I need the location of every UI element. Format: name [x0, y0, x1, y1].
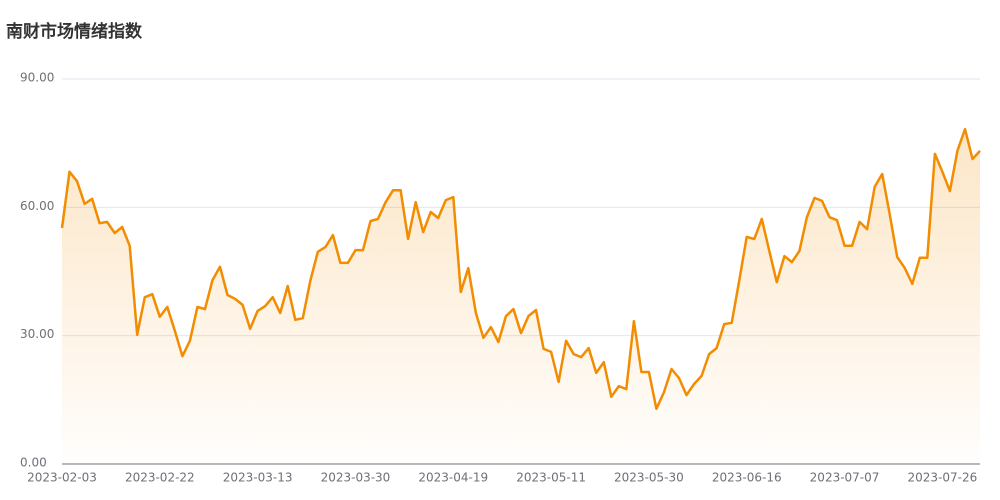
- x-tick-label: 2023-06-16: [712, 471, 782, 485]
- line: [60, 127, 981, 411]
- y-tick-label: 0.00: [20, 456, 47, 470]
- x-tick-label: 2023-02-22: [125, 471, 195, 485]
- area: [62, 129, 980, 464]
- x-tick-label: 2023-05-11: [516, 471, 586, 485]
- y-tick-label: 90.00: [20, 71, 54, 85]
- x-tick-label: 2023-05-30: [614, 471, 684, 485]
- chart-title: 南财市场情绪指数: [6, 21, 143, 42]
- x-tick-label: 2023-07-07: [810, 471, 880, 485]
- x-tick-label: 2023-07-26: [908, 471, 978, 485]
- y-tick-label: 60.00: [20, 199, 54, 213]
- x-tick-label: 2023-04-19: [418, 471, 488, 485]
- x-tick-label: 2023-03-30: [321, 471, 391, 485]
- y-tick-label: 30.00: [20, 327, 54, 341]
- x-tick-label: 2023-02-03: [27, 471, 97, 485]
- x-tick-label: 2023-03-13: [223, 471, 293, 485]
